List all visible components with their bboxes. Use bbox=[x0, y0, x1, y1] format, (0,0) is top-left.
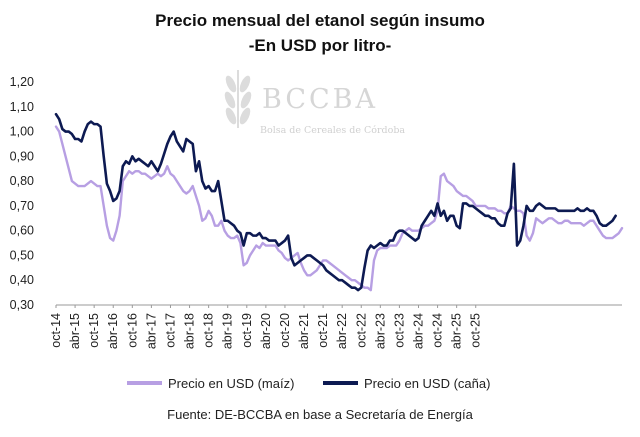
axes: 0,30 0,40 0,50 0,60 0,70 0,80 0,90 1,00 1,10 1,20… bbox=[10, 75, 622, 349]
x-tick-label: abr-22 bbox=[335, 313, 349, 349]
x-tick-label: oct-18 bbox=[202, 313, 216, 348]
x-tick-label: oct-23 bbox=[392, 313, 406, 348]
series-lines bbox=[54, 112, 624, 292]
y-tick-label: 0,40 bbox=[10, 273, 34, 287]
x-tick-label: oct-22 bbox=[354, 313, 368, 348]
series-line-cana bbox=[54, 112, 617, 292]
x-tick-label: oct-20 bbox=[278, 313, 292, 348]
x-tick-label: abr-16 bbox=[106, 313, 120, 349]
legend-label-maiz: Precio en USD (maíz) bbox=[168, 376, 294, 391]
y-tick-label: 0,90 bbox=[10, 149, 34, 163]
x-tick-label: abr-18 bbox=[183, 313, 197, 349]
y-tick-label: 1,00 bbox=[10, 125, 34, 139]
chart-title: Precio mensual del etanol según insumo bbox=[155, 11, 485, 30]
y-tick-label: 0,70 bbox=[10, 199, 34, 213]
y-tick-label: 0,50 bbox=[10, 248, 34, 262]
x-tick-label: abr-23 bbox=[373, 313, 387, 349]
y-tick-label: 0,60 bbox=[10, 224, 34, 238]
x-tick-label: oct-17 bbox=[163, 313, 177, 348]
y-tick-label: 1,10 bbox=[10, 100, 34, 114]
x-tick-label: oct-15 bbox=[87, 313, 101, 348]
x-tick-label: oct-25 bbox=[469, 313, 483, 348]
x-tick-label: abr-20 bbox=[259, 313, 273, 349]
x-tick-label: oct-24 bbox=[431, 313, 445, 348]
y-tick-label: 0,80 bbox=[10, 174, 34, 188]
chart-subtitle: -En USD por litro- bbox=[249, 36, 392, 55]
watermark-subtitle: Bolsa de Cereales de Córdoba bbox=[260, 125, 405, 136]
x-tick-label: abr-15 bbox=[68, 313, 82, 349]
x-tick-label: oct-21 bbox=[316, 313, 330, 348]
watermark-logo: BCCBA Bolsa de Cereales de Córdoba bbox=[224, 70, 405, 136]
watermark-name: BCCBA bbox=[262, 84, 378, 115]
x-tick-label: abr-24 bbox=[411, 313, 425, 349]
x-tick-label: abr-17 bbox=[144, 313, 158, 349]
chart-source: Fuente: DE-BCCBA en base a Secretaría de… bbox=[167, 407, 473, 422]
legend-label-cana: Precio en USD (caña) bbox=[364, 376, 490, 391]
wheat-icon bbox=[224, 70, 252, 128]
series-line-maiz bbox=[54, 125, 624, 292]
x-tick-label: abr-19 bbox=[221, 313, 235, 349]
x-tick-label: abr-21 bbox=[297, 313, 311, 349]
x-tick-label: abr-25 bbox=[450, 313, 464, 349]
x-tick-label: oct-14 bbox=[49, 313, 63, 348]
y-tick-label: 0,30 bbox=[10, 298, 34, 312]
legend: Precio en USD (maíz) Precio en USD (caña… bbox=[127, 376, 490, 391]
y-tick-label: 1,20 bbox=[10, 75, 34, 89]
x-tick-label: oct-16 bbox=[125, 313, 139, 348]
x-tick-label: oct-19 bbox=[240, 313, 254, 348]
